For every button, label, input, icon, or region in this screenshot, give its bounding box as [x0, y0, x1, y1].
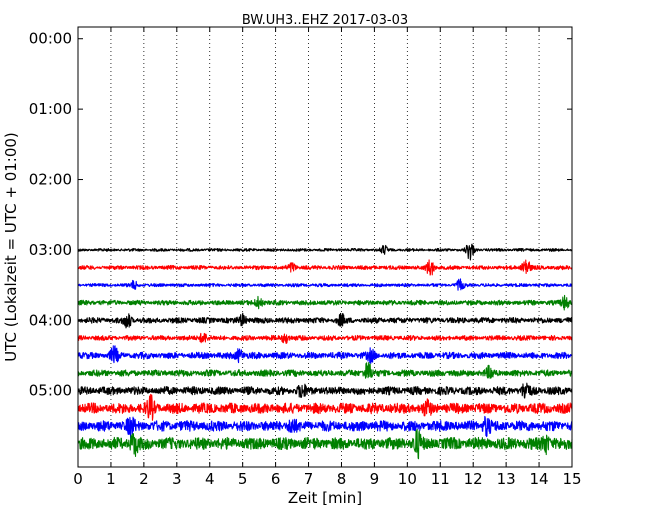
x-tick-label: 11: [431, 470, 450, 488]
chart-title: BW.UH3..EHZ 2017-03-03: [242, 13, 408, 28]
x-tick-label: 15: [562, 470, 581, 488]
seismogram-trace: [77, 362, 573, 379]
grid-layer: [110, 27, 540, 467]
x-tick-label: 13: [497, 470, 516, 488]
seismogram-trace: [77, 393, 573, 421]
x-tick-label: 0: [73, 470, 83, 488]
y-tick-label: 00:00: [29, 30, 72, 48]
seismogram-trace: [77, 345, 573, 364]
x-tick-label: 9: [370, 470, 380, 488]
seismogram-trace: [77, 278, 573, 291]
x-tick-label: 1: [106, 470, 116, 488]
x-tick-label: 14: [530, 470, 549, 488]
plot-frame: [77, 26, 573, 468]
y-tick-label: 04:00: [29, 311, 72, 329]
seismogram-trace: [77, 332, 573, 345]
tick-layer: 0 1 2 3 4 5 6 7 8 9 10 11 12 13 14 1500:0001:0002:0003:…: [29, 27, 582, 488]
y-tick-label: 02:00: [29, 171, 72, 189]
x-tick-label: 10: [398, 470, 417, 488]
x-tick-label: 6: [271, 470, 281, 488]
y-axis-label: UTC (Lokalzeit = UTC + 01:00): [2, 132, 20, 362]
seismogram-trace: [77, 428, 573, 460]
seismogram-trace: [77, 382, 573, 399]
x-tick-label: 5: [238, 470, 248, 488]
y-tick-label: 05:00: [29, 382, 72, 400]
x-tick-label: 3: [172, 470, 182, 488]
seismogram-trace: [77, 312, 573, 329]
y-tick-label: 03:00: [29, 241, 72, 259]
seismogram-trace: [77, 243, 573, 261]
seismogram-trace: [77, 294, 573, 311]
y-tick-label: 01:00: [29, 100, 72, 118]
x-tick-label: 7: [304, 470, 314, 488]
x-tick-label: 4: [205, 470, 215, 488]
x-axis-label: Zeit [min]: [288, 489, 362, 507]
seismogram-trace: [77, 259, 573, 276]
seismogram-trace: [77, 415, 573, 439]
trace-layer: [77, 243, 573, 460]
x-tick-label: 8: [337, 470, 347, 488]
x-tick-label: 2: [139, 470, 149, 488]
x-tick-label: 12: [464, 470, 483, 488]
